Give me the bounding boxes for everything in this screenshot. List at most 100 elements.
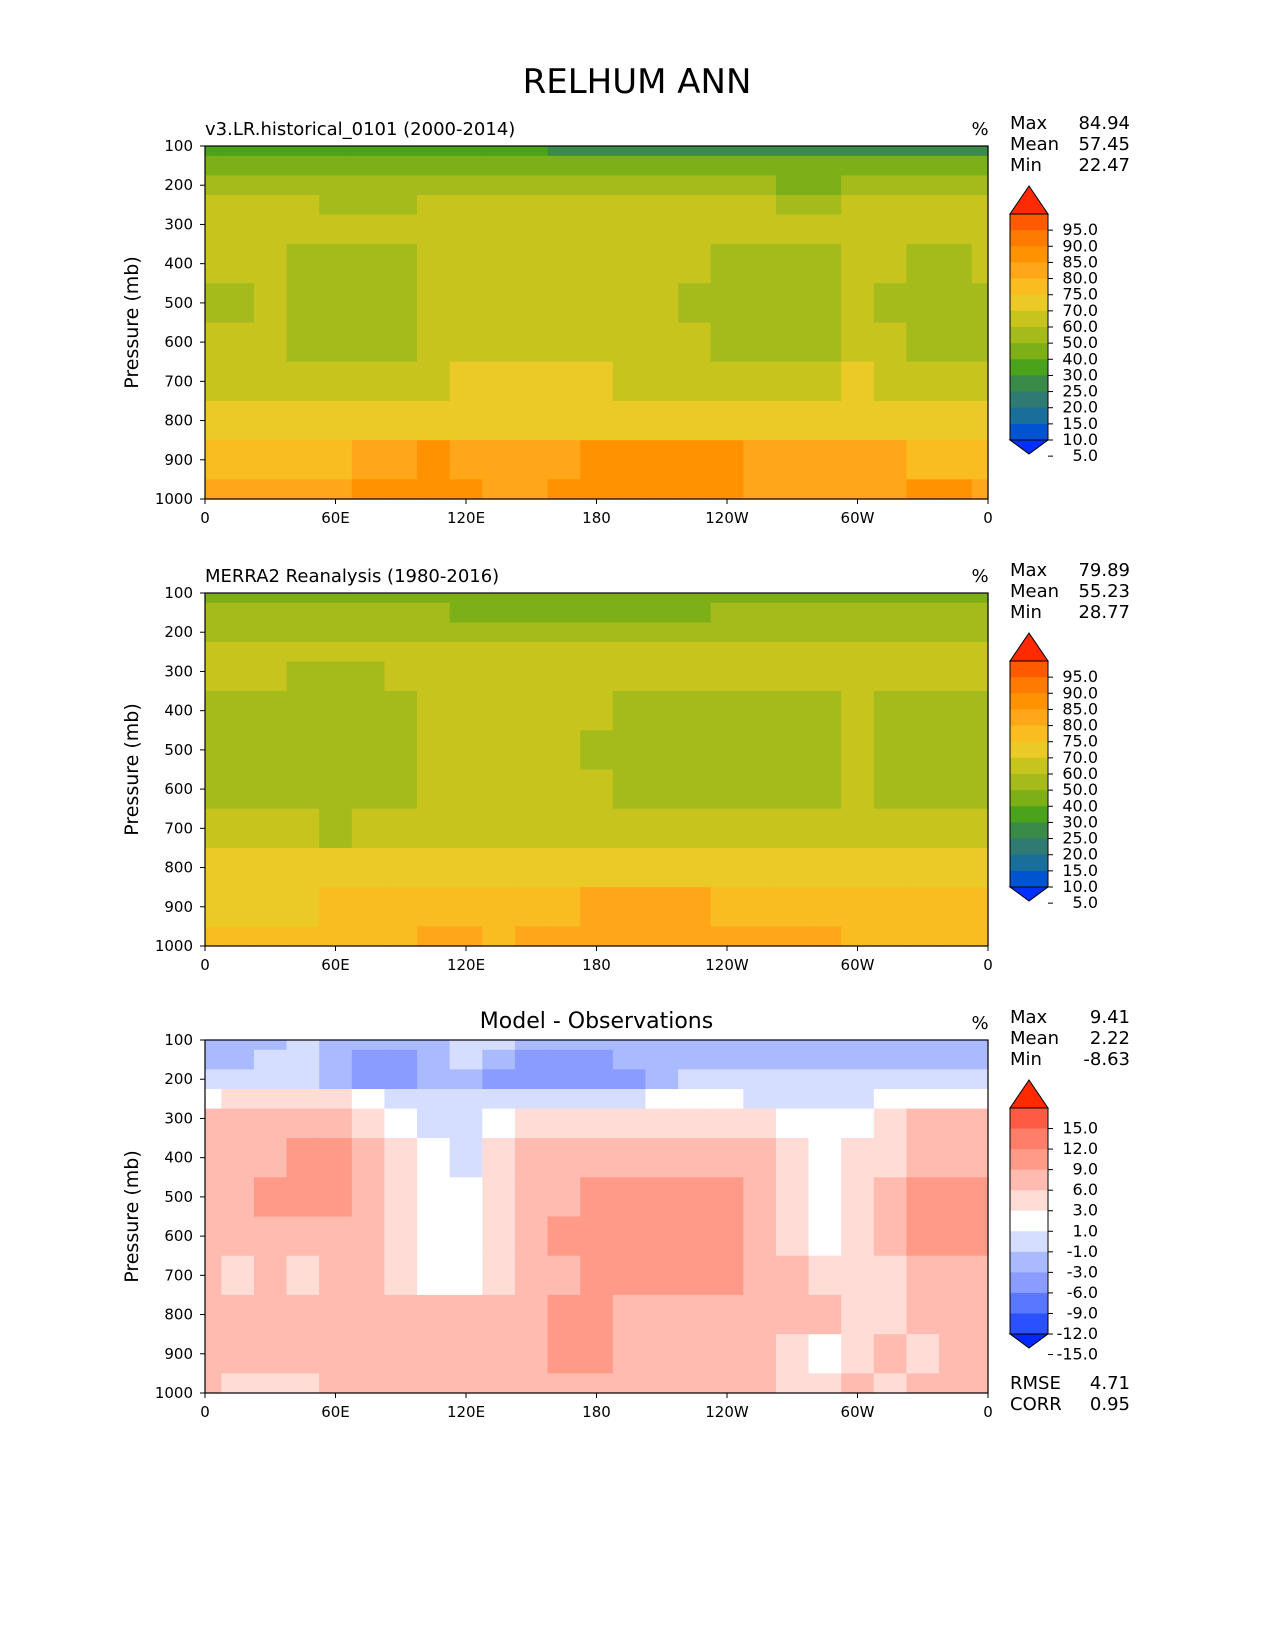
- heatmap-cell: [612, 642, 647, 663]
- heatmap-cell: [351, 691, 386, 731]
- heatmap-cell: [775, 926, 810, 947]
- heatmap-cell: [253, 1108, 288, 1139]
- heatmap-cell: [351, 244, 386, 284]
- heatmap-cell: [286, 1040, 320, 1051]
- heatmap-cell: [873, 602, 908, 624]
- y-tick-label: 800: [164, 412, 193, 430]
- heatmap-cell: [449, 1294, 483, 1335]
- stat-value-min: 22.47: [1078, 155, 1130, 176]
- heatmap-cell: [449, 146, 483, 157]
- heatmap-cell: [514, 622, 549, 643]
- heatmap-cell: [710, 479, 744, 500]
- heatmap-cell: [841, 361, 875, 402]
- heatmap-cell: [514, 146, 549, 157]
- heatmap-cell: [319, 440, 353, 480]
- heatmap-cell: [775, 593, 810, 604]
- heatmap-cell: [286, 593, 320, 604]
- heatmap-cell: [873, 1069, 908, 1090]
- colorbar-label: 20.0: [1062, 845, 1098, 864]
- heatmap-cell: [939, 769, 973, 810]
- y-tick-label: 800: [164, 859, 193, 877]
- heatmap-cell: [971, 1040, 989, 1051]
- heatmap-cell: [775, 1334, 810, 1374]
- heatmap-cell: [253, 440, 288, 480]
- heatmap-cell: [743, 847, 777, 888]
- heatmap-cell: [612, 808, 647, 849]
- heatmap-cell: [775, 887, 810, 927]
- heatmap-cell: [221, 808, 255, 849]
- heatmap-cell: [482, 808, 516, 849]
- colorbar-label: 5.0: [1073, 893, 1098, 912]
- heatmap-cell: [939, 1089, 973, 1110]
- colorbar-label: 80.0: [1062, 716, 1098, 735]
- heatmap-cell: [971, 593, 989, 604]
- heatmap-cell: [205, 887, 222, 927]
- heatmap-cell: [482, 440, 516, 480]
- heatmap-cell: [808, 622, 842, 643]
- heatmap-cell: [384, 808, 418, 849]
- heatmap-cell: [612, 244, 647, 284]
- heatmap-cell: [743, 1373, 777, 1394]
- colorbar-label: -3.0: [1067, 1262, 1098, 1281]
- heatmap-cell: [743, 808, 777, 849]
- heatmap-cell: [775, 622, 810, 643]
- heatmap-cell: [351, 622, 386, 643]
- colorbar-label: 15.0: [1062, 861, 1098, 880]
- heatmap-cell: [351, 661, 386, 692]
- heatmap-cell: [710, 769, 744, 810]
- colorbar-label: 15.0: [1062, 1119, 1098, 1138]
- heatmap-cell: [645, 1069, 679, 1090]
- heatmap-cell: [873, 155, 908, 177]
- heatmap-cell: [710, 1216, 744, 1257]
- heatmap-cell: [906, 622, 940, 643]
- colorbar-extend-bottom: [1008, 886, 1050, 902]
- heatmap-cell: [319, 400, 353, 441]
- heatmap-cell: [906, 887, 940, 927]
- heatmap-cell: [351, 808, 386, 849]
- heatmap-cell: [580, 1255, 614, 1296]
- heatmap-cell: [939, 214, 973, 245]
- heatmap-cell: [205, 195, 222, 216]
- heatmap-cell: [775, 1294, 810, 1335]
- heatmap-cell: [808, 847, 842, 888]
- heatmap-cell: [417, 175, 451, 196]
- heatmap-cell: [205, 322, 222, 363]
- x-tick-label: 180: [582, 509, 611, 527]
- heatmap-cell: [482, 283, 516, 324]
- heatmap-cell: [482, 661, 516, 692]
- heatmap-cell: [710, 155, 744, 177]
- heatmap-cell: [612, 769, 647, 810]
- heatmap-cell: [971, 887, 989, 927]
- heatmap-cell: [205, 730, 222, 771]
- heatmap-cell: [417, 283, 451, 324]
- heatmap-cell: [205, 1069, 222, 1090]
- heatmap-cell: [678, 887, 712, 927]
- heatmap-cell: [449, 887, 483, 927]
- heatmap-cell: [710, 195, 744, 216]
- heatmap-cell: [678, 691, 712, 731]
- heatmap-cell: [873, 1255, 908, 1296]
- heatmap-cell: [710, 440, 744, 480]
- colorbar-segment: [1010, 677, 1048, 694]
- heatmap-cell: [482, 1334, 516, 1374]
- heatmap-cell: [253, 730, 288, 771]
- heatmap-cell: [482, 479, 516, 500]
- heatmap-cell: [449, 195, 483, 216]
- colorbar-segment: [1010, 423, 1048, 441]
- heatmap-cell: [906, 808, 940, 849]
- heatmap-cell: [221, 1334, 255, 1374]
- colorbar-segment: [1010, 1169, 1048, 1191]
- heatmap-cell: [710, 661, 744, 692]
- heatmap-cell: [449, 642, 483, 663]
- heatmap-cell: [743, 361, 777, 402]
- heatmap-cell: [221, 1040, 255, 1051]
- heatmap-cell: [319, 1255, 353, 1296]
- heatmap-cell: [939, 642, 973, 663]
- heatmap-cell: [841, 622, 875, 643]
- heatmap-cell: [939, 244, 973, 284]
- heatmap-cell: [580, 195, 614, 216]
- heatmap-cell: [449, 283, 483, 324]
- y-tick-label: 900: [164, 898, 193, 916]
- heatmap-cell: [384, 400, 418, 441]
- colorbar-extend-top: [1009, 1079, 1049, 1109]
